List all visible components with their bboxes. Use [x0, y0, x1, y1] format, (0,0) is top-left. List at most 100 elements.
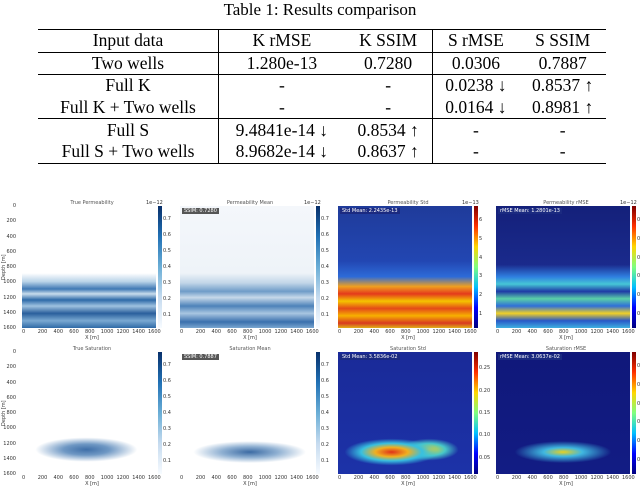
x-tick-label: 0	[496, 475, 500, 481]
panel-metric-badge: rMSE Mean: 3.0637e-02	[498, 354, 562, 360]
x-tick-label: 1000	[574, 475, 588, 481]
x-tick-label: 1400	[132, 475, 145, 481]
x-tick-label: 800	[243, 329, 253, 335]
x-tick-label: 1000	[100, 329, 114, 335]
colorbar-tick-label: 2	[479, 292, 483, 298]
x-tick-label: 400	[53, 329, 64, 335]
colorbar-tick-label: 0.1	[321, 458, 329, 464]
colorbar-tick-label: 0.4	[321, 410, 329, 416]
cell: -	[344, 74, 433, 97]
cell: -	[559, 119, 566, 140]
results-figure: True Permeability 1e−12 0.7 0.6 0.5 0.4 0.3 0.2…	[0, 192, 640, 487]
x-tick-label: 1400	[132, 329, 145, 335]
y-tick-label: 1000	[3, 425, 16, 432]
x-tick-label: 1600	[464, 329, 477, 335]
cell-best: 0.0164 ↓	[432, 96, 520, 120]
x-tick-label: 600	[385, 329, 395, 335]
x-tick-label: 600	[227, 475, 237, 481]
x-tick-label: 1400	[606, 475, 619, 481]
colorbar-tick-label: 0.2	[637, 292, 640, 298]
x-tick-label: 800	[243, 475, 253, 481]
y-axis-label: Depth [m]	[1, 400, 7, 426]
x-tick-label: 600	[69, 475, 79, 481]
x-tick-label: 1600	[622, 329, 635, 335]
x-tick-label: 800	[401, 475, 411, 481]
figure-panel: True Saturation 0.7 0.6 0.5 0.4 0.3 0.2 0.1 0 200…	[1, 346, 171, 487]
x-tick-label: 1000	[574, 329, 588, 335]
x-tick-label: 800	[559, 475, 569, 481]
x-tick-label: 0	[180, 475, 184, 481]
colorbar-tick-label: 0.2	[163, 296, 171, 302]
y-tick-label: 600	[6, 394, 16, 401]
figure-panel: Saturation Std Std Mean: 3.5836e-02 0.25 0.…	[334, 346, 490, 487]
cell: -	[218, 96, 345, 120]
y-tick-label: 0	[12, 203, 16, 209]
x-tick-label: 0	[180, 329, 184, 335]
x-tick-label: 1000	[100, 475, 114, 481]
colorbar-tick-label: 0.6	[637, 217, 640, 224]
results-table: Input data K rMSE K SSIM S rMSE S SSIM T…	[38, 29, 606, 164]
y-tick-label: 800	[6, 264, 16, 270]
cell: 9.4841e-14 ↓	[235, 119, 329, 140]
x-axis-label: X [m]	[243, 335, 257, 341]
table-row: Two wells 1.280e-13 0.7280 0.0306 0.7887	[38, 52, 606, 76]
panel-title: Permeability Mean	[226, 200, 274, 206]
colorbar-exponent: 1e−12	[304, 200, 321, 206]
row-label: Two wells	[38, 52, 219, 76]
colorbar-tick-label: 0.4	[321, 264, 329, 270]
cell: 0.8537 ↑	[532, 75, 594, 96]
colorbar-tick-label: 0.1	[163, 458, 171, 464]
colorbar-tick-label: 0.6	[321, 232, 329, 238]
colorbar-tick-label: 0.05	[479, 454, 491, 461]
x-tick-label: 1600	[622, 475, 635, 481]
colorbar-tick-label: 0.1	[637, 310, 640, 317]
colorbar-tick-label: 1	[479, 310, 483, 317]
x-tick-label: 1200	[432, 475, 446, 481]
cell: -	[519, 140, 606, 164]
cell: 0.7887	[519, 52, 606, 76]
colorbar-tick-label: 0.2	[321, 296, 329, 302]
colorbar-tick-label: 0.7	[321, 216, 329, 222]
x-tick-label: 800	[85, 475, 95, 481]
x-tick-label: 0	[22, 329, 26, 335]
colorbar	[316, 206, 320, 328]
x-tick-label: 400	[211, 329, 222, 335]
x-tick-label: 1600	[464, 475, 477, 481]
colorbar-tick-label: 0.6	[637, 363, 640, 370]
panel-image	[22, 206, 156, 328]
x-tick-label: 400	[369, 475, 380, 481]
x-tick-label: 1600	[306, 475, 319, 481]
colorbar-tick-label: 0.4	[637, 254, 640, 261]
x-tick-label: 1200	[116, 475, 130, 481]
colorbar-tick-label: 0.2	[321, 442, 329, 448]
colorbar-tick-label: 0.10	[479, 432, 491, 439]
x-tick-label: 200	[37, 475, 48, 481]
x-tick-label: 400	[369, 329, 380, 335]
colorbar-tick-label: 0.5	[321, 248, 329, 254]
colorbar-tick-label: 0.7	[321, 362, 329, 368]
y-tick-label: 200	[6, 218, 16, 225]
x-tick-label: 1200	[590, 475, 604, 481]
panel-title: True Permeability	[70, 200, 114, 206]
panel-image: rMSE Mean: 3.0637e-02	[496, 352, 630, 474]
x-tick-label: 400	[53, 475, 64, 481]
colorbar-tick-label: 0.20	[479, 387, 491, 394]
x-tick-label: 1600	[148, 329, 161, 335]
table-header-row: Input data K rMSE K SSIM S rMSE S SSIM	[38, 29, 606, 53]
panel-metric-badge: Std Mean: 3.5836e-02	[340, 354, 400, 360]
colorbar-tick-label: 5	[479, 236, 483, 242]
x-tick-label: 200	[195, 475, 206, 481]
x-tick-label: 1200	[590, 329, 604, 335]
y-tick-label: 1200	[3, 294, 16, 301]
panel-image: SSIM: 0.7280	[180, 206, 314, 328]
colorbar	[474, 206, 478, 328]
cell: 1.280e-13	[218, 52, 345, 76]
cell: 0.0238 ↓	[445, 75, 507, 96]
x-tick-label: 200	[37, 329, 48, 335]
row-label: Full K	[38, 74, 219, 97]
cell: -	[432, 140, 520, 164]
y-tick-label: 800	[6, 410, 16, 416]
panel-image: SSIM: 0.7887	[180, 352, 314, 474]
table-row: Full K + Two wells - - 0.0164 ↓ 0.8981 ↑	[38, 96, 606, 120]
x-tick-label: 1200	[432, 329, 446, 335]
